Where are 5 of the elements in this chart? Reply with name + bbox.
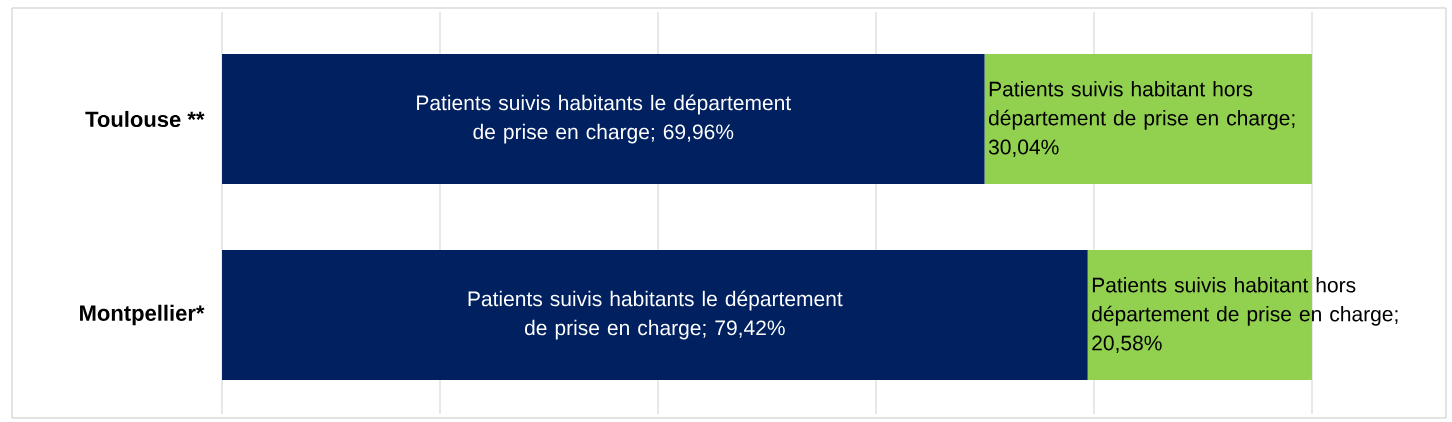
data-label: Patients suivis habitant hors département de prise en charge; 30,04%	[988, 81, 1295, 157]
y-tick-label: Toulouse **	[85, 110, 205, 128]
data-label: Patients suivis habitants le département de prise en charge; 79,42%	[468, 290, 843, 340]
data-label: Patients suivis habitants le département de prise en charge; 69,96%	[417, 94, 791, 144]
y-tick-label: Montpellier*	[80, 304, 205, 326]
